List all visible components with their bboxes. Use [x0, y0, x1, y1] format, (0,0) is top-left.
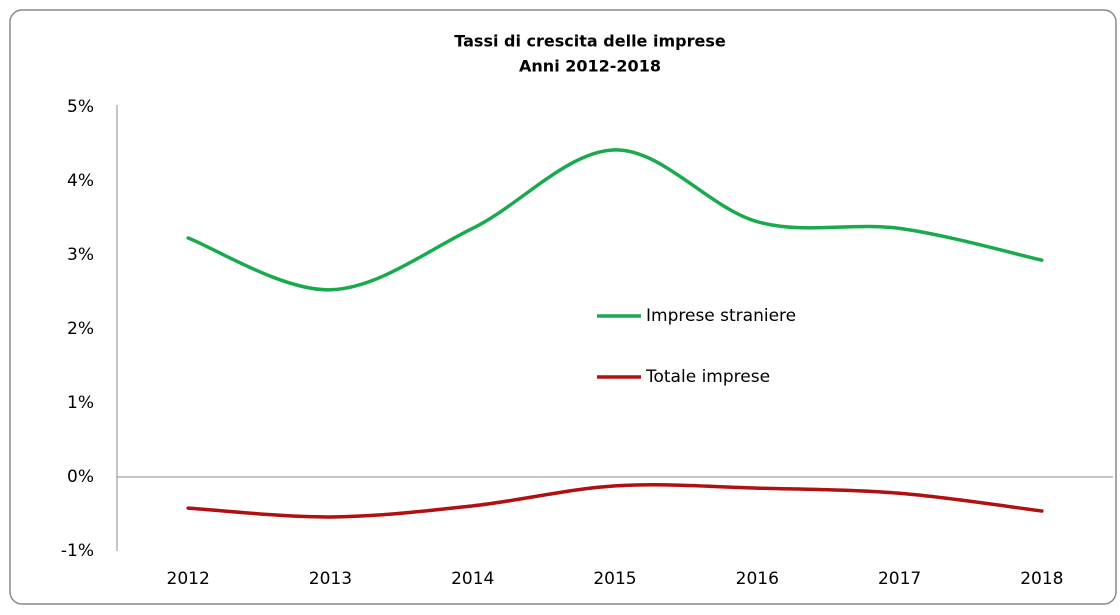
x-tick-label: 2014: [451, 569, 494, 589]
series-line: [186, 148, 1044, 292]
y-tick-label: -1%: [61, 541, 94, 561]
x-tick-label: 2015: [593, 569, 636, 589]
chart-frame: [9, 9, 1117, 605]
y-tick-label: 5%: [67, 97, 94, 117]
x-tick-label: 2018: [1020, 569, 1063, 589]
x-tick-label: 2017: [878, 569, 921, 589]
legend-label: Totale imprese: [645, 367, 770, 387]
y-tick-label: 4%: [67, 171, 94, 191]
y-tick-label: 0%: [67, 467, 94, 487]
y-tick-label: 2%: [67, 319, 94, 339]
chart-subtitle: Anni 2012-2018: [519, 57, 661, 76]
x-tick-label: 2016: [736, 569, 779, 589]
y-tick-label: 3%: [67, 245, 94, 265]
y-tick-label: 1%: [67, 393, 94, 413]
x-tick-label: 2012: [167, 569, 210, 589]
series-line: [186, 483, 1044, 519]
legend-label: Imprese straniere: [646, 306, 796, 326]
chart-title: Tassi di crescita delle imprese: [454, 32, 726, 51]
x-tick-label: 2013: [309, 569, 352, 589]
